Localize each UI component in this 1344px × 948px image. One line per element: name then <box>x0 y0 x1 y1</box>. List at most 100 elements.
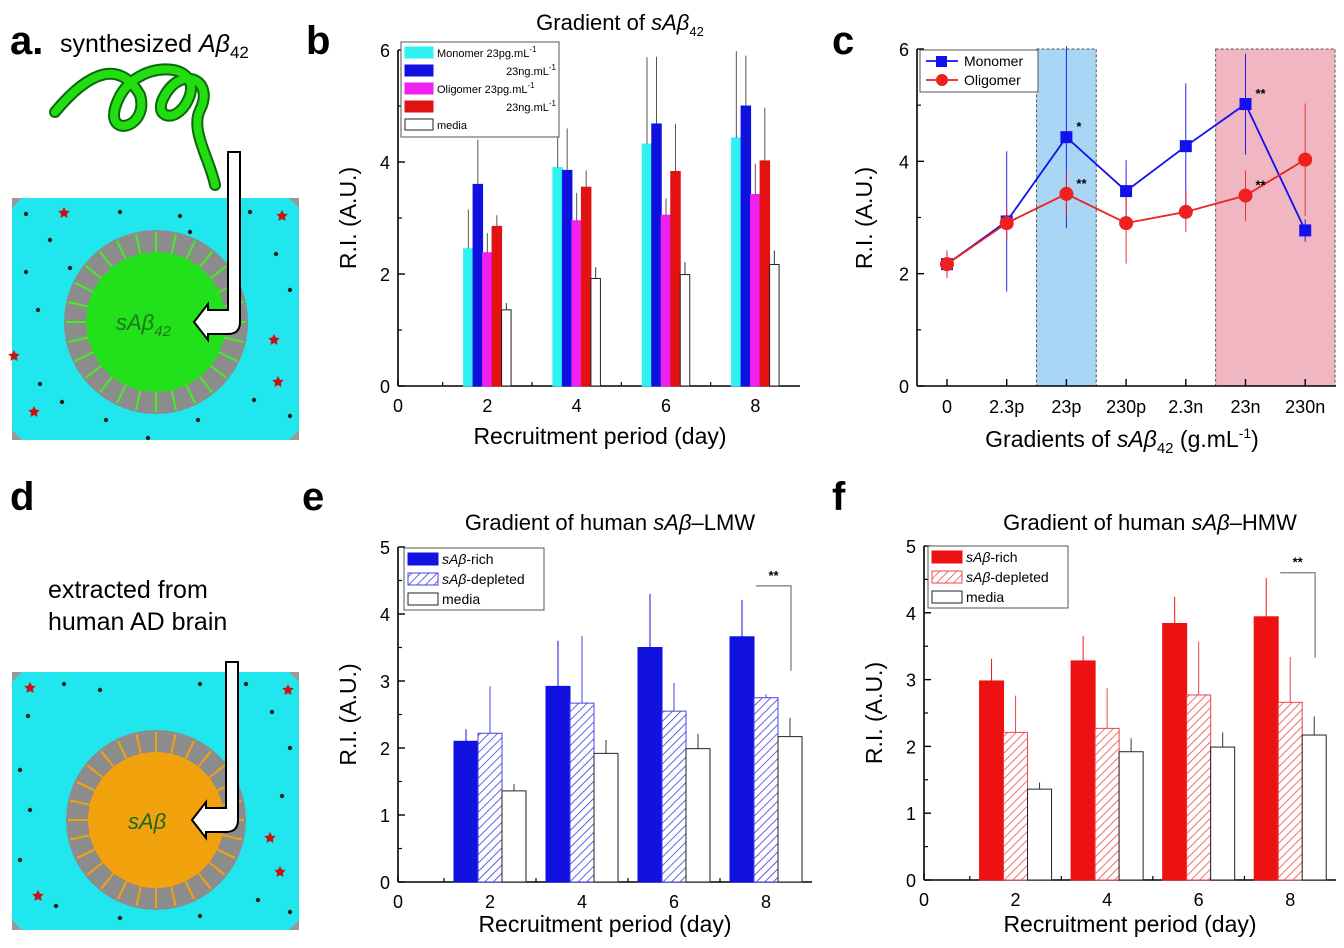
ring-spoke <box>184 240 196 262</box>
cell-dot <box>103 417 109 423</box>
ring-spoke <box>169 733 177 756</box>
bar <box>641 143 653 387</box>
cell-dot <box>23 211 29 217</box>
medium-corner <box>12 198 22 208</box>
significance-bracket <box>756 585 792 671</box>
y-tick-label: 1 <box>380 806 390 826</box>
bar <box>472 183 484 387</box>
medium-corner <box>289 198 299 208</box>
ring-spoke <box>206 860 226 876</box>
panel-label-b: b <box>306 19 330 63</box>
x-tick-label: 23p <box>1051 397 1081 417</box>
ring-spoke <box>196 750 212 770</box>
ring-spoke <box>69 799 92 807</box>
ring-spoke <box>99 251 115 270</box>
ring-spoke <box>116 740 129 761</box>
ring-spoke <box>86 860 106 876</box>
chart-title: Gradient of sAβ42 <box>536 10 704 39</box>
bar <box>729 636 755 883</box>
data-point <box>940 257 954 272</box>
x-axis-title: Recruitment period (day) <box>478 911 731 937</box>
x-tick-label: 2 <box>1011 890 1021 910</box>
y-tick-label: 2 <box>380 739 390 759</box>
cell-dot <box>37 381 43 387</box>
legend: Monomer Oligomer <box>919 49 1039 93</box>
bar <box>463 248 474 387</box>
chart-e: 0 1 2 3 4 5 0 2 4 6 8 Gradient of human sAβ–LMW Recr… <box>335 510 812 937</box>
cell-star <box>268 334 280 345</box>
bar <box>685 748 711 883</box>
diagram-d-caption-line2: human AD brain <box>48 608 227 636</box>
y-tick-label: 2 <box>906 737 916 757</box>
bar <box>679 274 691 387</box>
bar <box>482 252 493 387</box>
cell-star <box>282 684 294 695</box>
bar <box>593 752 619 883</box>
ring-spoke <box>222 336 244 344</box>
cell-star <box>272 376 284 387</box>
ring-spoke <box>85 363 104 379</box>
panel-label-f: f <box>832 475 846 519</box>
legend: sAβ-rich sAβ-depleted media <box>927 545 1069 609</box>
legend-label: media <box>442 591 480 607</box>
x-tick-label: 2.3p <box>989 397 1024 417</box>
ring-spoke <box>68 336 90 344</box>
legend-swatch <box>404 46 434 59</box>
ring-spoke <box>220 833 243 841</box>
legend-swatch <box>404 100 434 113</box>
ring-spoke <box>183 740 196 761</box>
x-tick-label: 8 <box>1285 890 1295 910</box>
bar <box>545 685 571 883</box>
ring-spoke <box>169 884 177 907</box>
cell-dot <box>47 237 53 243</box>
data-point <box>1299 224 1312 237</box>
x-tick-label: 4 <box>1102 890 1112 910</box>
ring-spoke <box>170 388 178 410</box>
bar <box>769 263 780 387</box>
x-tick-label: 8 <box>750 396 760 416</box>
bar <box>501 790 527 883</box>
cell-star <box>32 890 44 901</box>
significance-mark: ** <box>1293 555 1304 570</box>
data-point <box>1119 216 1134 231</box>
cell-dot <box>197 913 203 919</box>
data-point <box>999 216 1014 231</box>
ring-spoke <box>85 265 104 281</box>
data-point <box>1238 188 1253 203</box>
core-gel <box>88 752 224 888</box>
y-tick-label: 6 <box>380 41 390 61</box>
legend-label: media <box>966 589 1004 605</box>
legend-label: sAβ-depleted <box>966 569 1049 585</box>
bar <box>1253 616 1279 881</box>
ring-spoke <box>100 870 116 890</box>
x-tick-label: 2.3n <box>1168 397 1203 417</box>
x-tick-label: 8 <box>761 892 771 912</box>
x-tick-label: 0 <box>919 890 929 910</box>
significance-mark: ** <box>1256 178 1267 193</box>
chart-b: 0 2 4 6 0 2 4 6 8 Gradient of sAβ42 Recruitment pe… <box>335 10 800 449</box>
legend-swatch <box>404 64 434 77</box>
cell-star <box>8 350 20 361</box>
legend-swatch <box>931 550 963 564</box>
legend-swatch <box>931 570 963 584</box>
cell-dot <box>177 213 183 219</box>
significance-bracket <box>1280 572 1316 658</box>
y-tick-label: 2 <box>380 265 390 285</box>
ring-spoke <box>68 300 90 308</box>
cell-dot <box>17 767 23 773</box>
cell-dot <box>97 687 103 693</box>
x-tick-label: 23n <box>1230 397 1260 417</box>
y-tick-label: 0 <box>906 871 916 891</box>
cell-dot <box>195 417 201 423</box>
cell-dot <box>287 909 293 915</box>
medium-corner <box>289 920 299 930</box>
x-tick-label: 4 <box>572 396 582 416</box>
core-label-a: sAβ42 <box>116 310 172 340</box>
cell-dot <box>247 209 253 215</box>
ring-spoke <box>74 282 96 294</box>
cell-dot <box>197 681 203 687</box>
data-point <box>1298 152 1313 167</box>
panel-label-c: c <box>832 19 854 63</box>
bar <box>1118 751 1144 881</box>
y-axis-title: R.I. (A.U.) <box>335 663 361 765</box>
